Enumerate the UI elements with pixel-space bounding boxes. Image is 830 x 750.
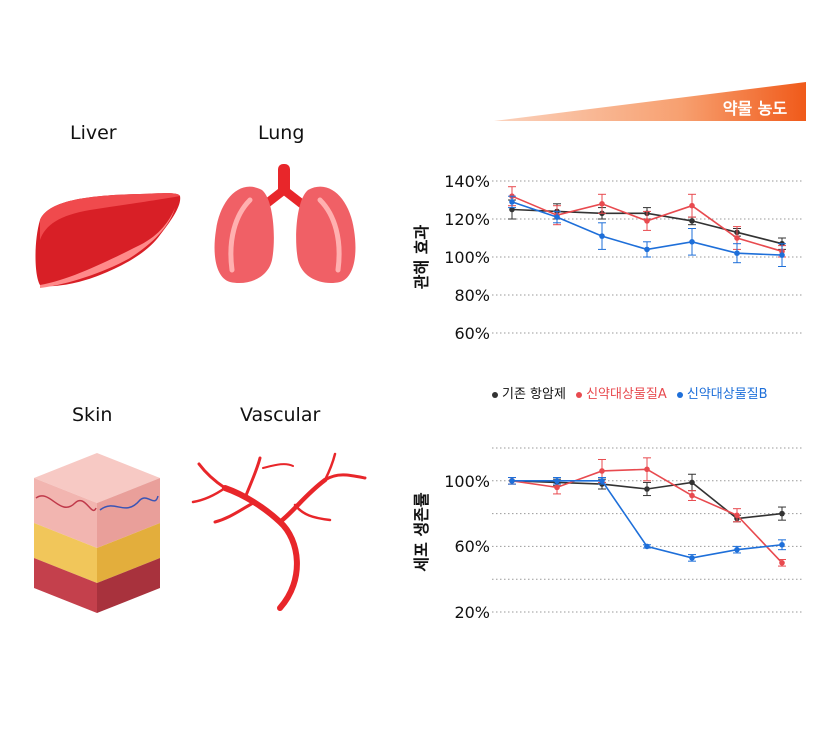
chart1-data-point: [644, 246, 650, 253]
chart2-data-point: [644, 486, 650, 492]
chart2-data-point: [644, 543, 650, 550]
chart1-data-point: [689, 239, 695, 245]
chart2-data-point: [599, 478, 605, 484]
legend-item-candidate-b: 신약대상물질B: [676, 387, 768, 402]
liver-label: Liver: [70, 122, 117, 144]
dose-gradient-wedge: [494, 82, 806, 121]
vascular-icon: [191, 452, 367, 611]
chart2-data-point: [554, 484, 560, 491]
chart1-data-point: [599, 233, 605, 239]
chart-legend: 기존 항암제 신약대상물질A 신약대상물질B: [492, 383, 774, 402]
chart2-data-point: [779, 541, 785, 548]
dose-label: 약물 농도: [722, 99, 788, 118]
chart2-tick-label: 20%: [454, 603, 490, 622]
chart2-data-point: [599, 468, 605, 474]
chart1-tick-label: 60%: [454, 324, 490, 343]
chart2-data-point: [779, 560, 785, 566]
skin-icon: [34, 453, 160, 613]
chart1-tick-label: 80%: [454, 286, 490, 305]
lung-icon: [214, 164, 356, 284]
lung-label: Lung: [258, 122, 305, 144]
chart1-data-point: [689, 202, 695, 209]
chart2-data-point: [509, 478, 515, 484]
chart1-tick-label: 120%: [444, 210, 490, 229]
chart1-data-point: [779, 252, 785, 258]
vascular-label: Vascular: [240, 404, 321, 426]
chart1-tick-label: 140%: [444, 172, 490, 191]
chart2-data-point: [734, 546, 740, 553]
chart1-data-point: [509, 199, 515, 205]
legend-item-existing: 기존 항암제: [492, 387, 566, 402]
chart1-tick-label: 100%: [444, 248, 490, 267]
chart1-data-point: [734, 250, 740, 256]
chart1-data-point: [734, 235, 740, 241]
liver-icon: [35, 193, 181, 288]
chart1-data-point: [554, 214, 560, 220]
chart1-data-point: [644, 218, 650, 224]
chart2-tick-label: 60%: [454, 537, 490, 556]
chart1-data-point: [689, 218, 695, 224]
chart2-data-point: [689, 555, 695, 561]
chart1-data-point: [599, 201, 605, 207]
chart2-data-point: [554, 478, 560, 484]
chart2-data-point: [689, 492, 695, 499]
skin-label: Skin: [72, 404, 113, 426]
chart2-data-point: [779, 510, 785, 517]
legend-item-candidate-a: 신약대상물질A: [576, 387, 667, 402]
chart2-data-point: [689, 479, 695, 486]
chart2-tick-label: 100%: [444, 472, 490, 491]
chart2-data-point: [734, 512, 740, 519]
chart2-data-point: [644, 466, 650, 473]
